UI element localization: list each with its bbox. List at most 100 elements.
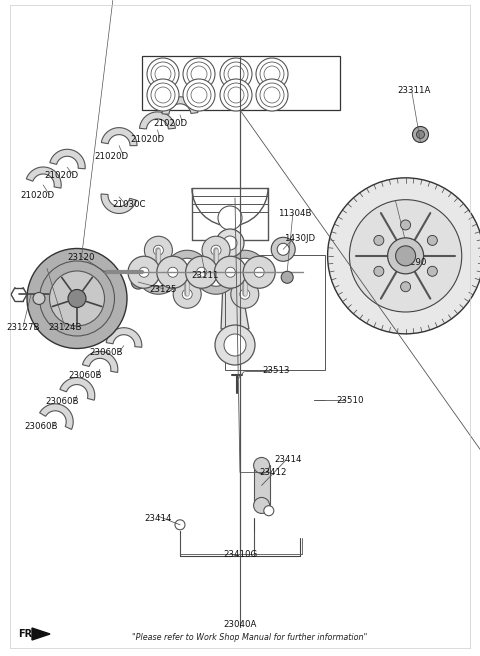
Circle shape: [183, 79, 215, 111]
Circle shape: [277, 243, 289, 255]
Circle shape: [173, 280, 201, 308]
Text: 11304B: 11304B: [278, 209, 312, 218]
Circle shape: [427, 266, 437, 276]
Polygon shape: [162, 97, 198, 114]
Circle shape: [387, 238, 423, 274]
Circle shape: [151, 83, 175, 107]
Polygon shape: [140, 112, 175, 129]
Circle shape: [271, 237, 295, 261]
Circle shape: [155, 66, 171, 82]
Bar: [225, 255, 325, 370]
Circle shape: [216, 229, 244, 257]
Polygon shape: [83, 352, 118, 373]
Bar: [253, 466, 270, 505]
Circle shape: [224, 334, 246, 356]
Text: 21020D: 21020D: [94, 152, 129, 161]
Circle shape: [218, 206, 242, 230]
Polygon shape: [101, 194, 136, 213]
Circle shape: [183, 58, 215, 90]
Circle shape: [224, 83, 248, 107]
Circle shape: [223, 236, 237, 250]
Circle shape: [191, 87, 207, 103]
Polygon shape: [138, 278, 179, 295]
Circle shape: [154, 245, 163, 255]
Circle shape: [264, 87, 280, 103]
Circle shape: [220, 79, 252, 111]
Text: 21020D: 21020D: [44, 171, 79, 180]
Text: 23124B: 23124B: [48, 323, 82, 333]
Circle shape: [182, 289, 192, 299]
Text: 23060B: 23060B: [90, 348, 123, 357]
Circle shape: [417, 131, 424, 138]
Circle shape: [175, 520, 185, 530]
Circle shape: [131, 275, 145, 289]
Circle shape: [151, 62, 175, 86]
Polygon shape: [26, 167, 61, 188]
Text: 23410G: 23410G: [223, 550, 257, 559]
Circle shape: [33, 293, 45, 304]
Circle shape: [374, 236, 384, 245]
Circle shape: [243, 256, 275, 288]
Circle shape: [401, 220, 410, 230]
Circle shape: [187, 62, 211, 86]
Polygon shape: [167, 250, 207, 266]
Circle shape: [256, 58, 288, 90]
Circle shape: [220, 58, 252, 90]
Text: 21030C: 21030C: [112, 200, 145, 209]
Circle shape: [155, 87, 171, 103]
Polygon shape: [196, 278, 236, 295]
Circle shape: [226, 267, 235, 277]
Polygon shape: [106, 328, 142, 347]
Text: 1430JD: 1430JD: [285, 234, 315, 243]
Text: FR.: FR.: [18, 629, 36, 639]
Circle shape: [281, 272, 293, 283]
Circle shape: [240, 289, 250, 299]
Text: 23060B: 23060B: [69, 371, 102, 380]
Text: 21020D: 21020D: [131, 134, 165, 144]
Text: 23060B: 23060B: [24, 422, 58, 431]
Circle shape: [215, 325, 255, 365]
Circle shape: [187, 83, 211, 107]
Circle shape: [228, 87, 244, 103]
Circle shape: [157, 256, 189, 288]
Polygon shape: [101, 128, 137, 146]
Circle shape: [197, 267, 206, 277]
Circle shape: [374, 266, 384, 276]
Circle shape: [264, 66, 280, 82]
Circle shape: [254, 267, 264, 277]
Text: 21020D: 21020D: [153, 119, 188, 128]
Circle shape: [264, 506, 274, 516]
Circle shape: [253, 457, 270, 474]
Circle shape: [231, 280, 259, 308]
Circle shape: [211, 245, 221, 255]
Polygon shape: [50, 150, 85, 169]
Circle shape: [191, 66, 207, 82]
Circle shape: [202, 236, 230, 264]
Circle shape: [186, 256, 217, 288]
Text: "Please refer to Work Shop Manual for further information": "Please refer to Work Shop Manual for fu…: [132, 634, 367, 642]
Circle shape: [224, 62, 248, 86]
Circle shape: [427, 236, 437, 245]
Circle shape: [396, 246, 416, 266]
Text: 23040A: 23040A: [223, 620, 257, 629]
Text: 23414: 23414: [144, 514, 172, 523]
Text: 23125: 23125: [149, 285, 177, 295]
Text: 23311A: 23311A: [397, 86, 431, 95]
Polygon shape: [60, 378, 95, 400]
Circle shape: [147, 79, 179, 111]
Text: 23111: 23111: [192, 271, 219, 280]
Circle shape: [68, 289, 86, 308]
Text: 23127B: 23127B: [6, 323, 40, 333]
Circle shape: [260, 83, 284, 107]
Polygon shape: [225, 250, 265, 266]
Polygon shape: [221, 257, 249, 329]
Text: 23414: 23414: [274, 455, 302, 464]
Circle shape: [139, 267, 149, 277]
Circle shape: [27, 249, 127, 348]
Text: 23510: 23510: [336, 396, 364, 405]
Text: 23290: 23290: [399, 258, 427, 267]
Circle shape: [260, 62, 284, 86]
Text: 23412: 23412: [260, 468, 288, 477]
Circle shape: [349, 199, 462, 312]
Circle shape: [412, 127, 429, 142]
